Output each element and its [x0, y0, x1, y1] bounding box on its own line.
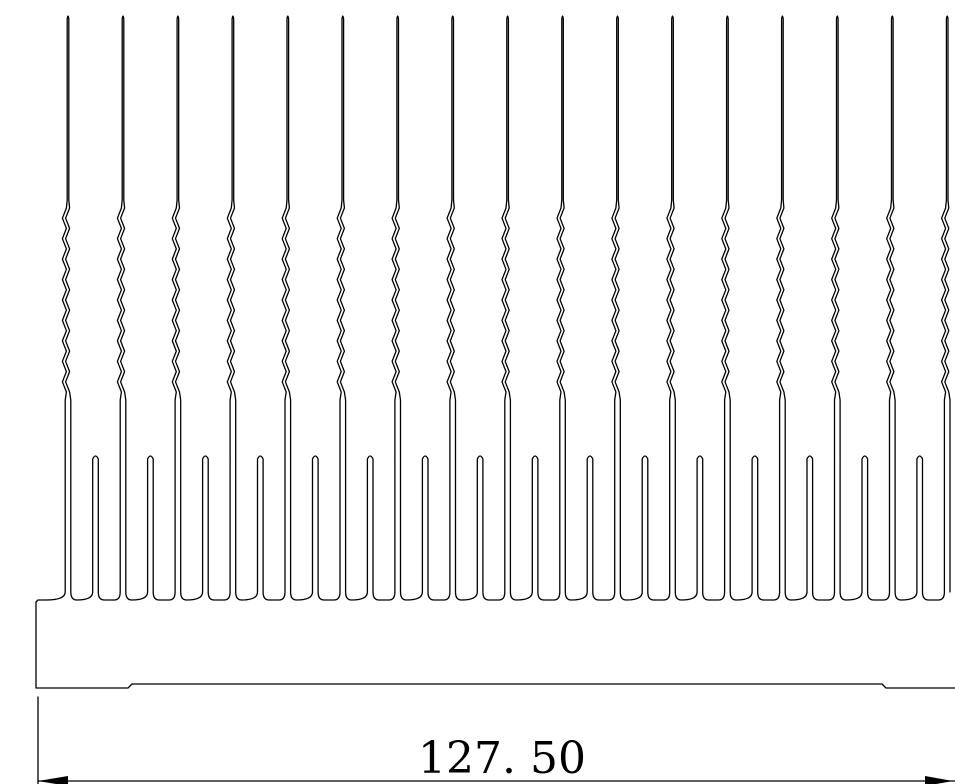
heat-sink-profile: [45, 15, 951, 601]
heat-sink-base-plate: [35, 599, 955, 689]
dimension-arrow-left: [38, 776, 68, 784]
overall-width-dimension: 127. 50: [37, 696, 955, 784]
dimension-value: 127. 50: [418, 733, 586, 784]
base-plate-outline: [35, 599, 955, 689]
dimension-arrow-right: [925, 776, 953, 784]
fin-array-outline: [45, 15, 951, 601]
